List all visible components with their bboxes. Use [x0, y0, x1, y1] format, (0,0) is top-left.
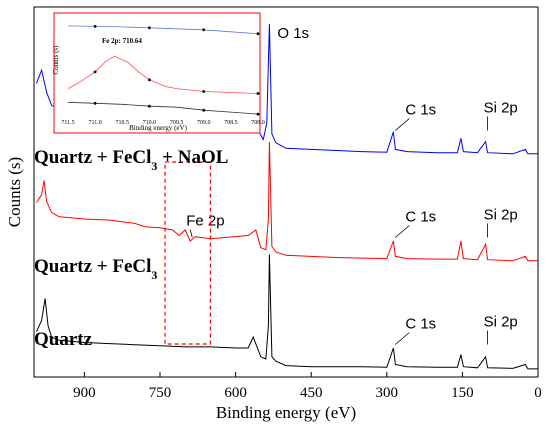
peak-label-3: Fe 2p: [186, 213, 224, 230]
peak-label-7: Si 2p: [484, 314, 518, 331]
inset-point-1-10: [202, 90, 206, 93]
inset-x-tick-label-2: 710.5: [116, 120, 130, 126]
peak-label-4: C 1s: [405, 209, 436, 226]
peak-leader-3: [189, 229, 193, 238]
x-tick-label-5: 150: [451, 385, 474, 401]
inset-series-line-0: [67, 25, 259, 35]
inset-x-tick-label-5: 709.0: [197, 120, 211, 126]
peak-label-1: C 1s: [405, 102, 436, 119]
inset-point-2-1: [93, 101, 97, 105]
inset-x-tick-label-0: 711.5: [61, 120, 74, 126]
inset-point-0-3: [148, 26, 151, 30]
x-tick-label-2: 600: [224, 385, 247, 401]
sample-label-fecl: Quartz + FeCl3: [34, 256, 157, 282]
inset-x-tick-label-1: 711.0: [89, 120, 102, 126]
y-axis-title: Counts (s): [5, 157, 24, 227]
inset-x-ticks: 711.5 711.0 710.5 710.0 709.5 709.0 708.5 708.0: [61, 120, 264, 126]
inset-point-1-7: [148, 78, 151, 82]
peak-leader-1: [395, 118, 410, 131]
x-tick-label-6: 0: [534, 385, 542, 401]
x-axis-title: Binding energy (eV): [216, 403, 356, 422]
fe2p-highlight-box: [164, 161, 211, 345]
inset-point-1-2: [93, 70, 97, 74]
peak-label-6: C 1s: [405, 316, 436, 333]
inset-y-axis-title: Counts (s): [52, 45, 60, 75]
inset-point-0-1: [93, 25, 97, 28]
inset-x-axis-title: Binding energy (eV): [129, 124, 187, 132]
inset-series-line-2: [67, 101, 259, 115]
sample-label-naol: Quartz + FeCl3 + NaOL: [34, 147, 228, 173]
peak-label-2: Si 2p: [484, 100, 518, 117]
inset-point-2-5: [202, 108, 206, 112]
x-ticks: 900 750 600 450 300 150 0: [73, 372, 542, 401]
inset-background: [53, 12, 261, 134]
inset-x-tick-label-3: 710.0: [143, 120, 157, 126]
inset-x-tick-label-7: 708.0: [251, 120, 265, 126]
x-tick-label-0: 900: [73, 385, 96, 401]
peak-leader-6: [395, 332, 410, 345]
inset-peak-title: Fe 2p: 710.64: [102, 37, 142, 45]
peak-annotations: O 1s C 1s Si 2p Fe 2p C 1s Si 2p C 1s Si 2p: [186, 25, 518, 345]
peak-label-5: Si 2p: [484, 207, 518, 224]
inset-point-1-12: [256, 92, 260, 95]
inset-series-group: [67, 25, 260, 116]
peak-leader-4: [395, 225, 410, 238]
x-tick-label-1: 750: [149, 385, 172, 401]
inset-point-0-7: [256, 32, 260, 36]
series-line-2: [36, 254, 538, 370]
peak-label-0: O 1s: [277, 25, 309, 42]
x-tick-label-3: 450: [300, 385, 323, 401]
inset-point-0-5: [202, 28, 206, 32]
x-tick-label-4: 300: [376, 385, 399, 401]
plot-frame: [33, 6, 539, 378]
inset-chart: 711.5 711.0 710.5 710.0 709.5 709.0 708.5 708.0…: [52, 12, 265, 134]
inset-point-2-7: [256, 112, 260, 116]
inset-x-tick-label-4: 709.5: [170, 120, 184, 126]
inset-point-2-3: [148, 104, 151, 108]
series-line-1: [36, 141, 538, 262]
inset-x-tick-label-6: 708.5: [224, 120, 238, 126]
sample-label-quartz: Quartz: [34, 329, 93, 350]
